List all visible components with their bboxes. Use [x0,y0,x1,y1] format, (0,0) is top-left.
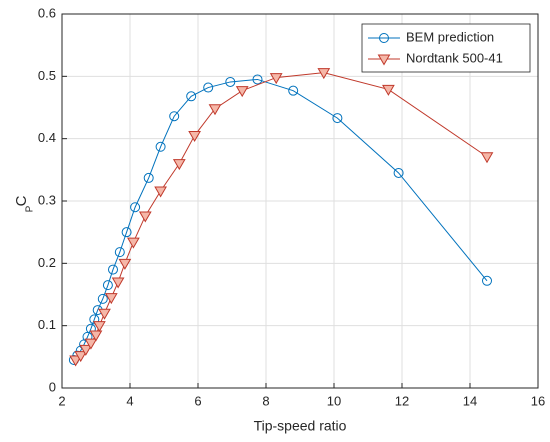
data-point [169,111,180,122]
data-point [97,293,108,304]
y-tick-label: 0.1 [38,317,56,332]
data-point [111,277,125,289]
x-tick-label: 4 [126,393,133,408]
data-point [121,227,132,238]
data-point [188,131,201,143]
data-point [235,86,249,98]
data-point [332,113,343,124]
data-point [317,68,331,80]
x-axis-label: Tip-speed ratio [254,418,347,434]
y-tick-label: 0.3 [38,192,56,207]
data-point [138,211,152,223]
y-label-main: C [13,195,30,206]
data-point [84,338,98,350]
data-point [130,202,141,213]
data-point [172,159,186,171]
data-point [79,344,93,356]
data-point [114,247,125,258]
data-point [288,85,299,96]
y-axis-label: C P [13,195,36,212]
data-point [69,355,82,367]
series-line [73,78,488,361]
data-point [102,280,113,291]
legend-label: Nordtank 500-41 [406,50,503,65]
x-tick-label: 14 [463,393,477,408]
data-point [89,330,103,342]
y-label-sub: P [25,205,36,212]
data-point [108,264,118,275]
data-point [155,141,166,152]
data-point [89,314,100,325]
x-tick-label: 2 [58,393,65,408]
data-point [480,152,494,164]
data-point [143,172,154,183]
data-point [98,308,111,320]
y-tick-label: 0.2 [38,255,56,270]
data-point [225,76,236,87]
data-point [382,84,395,96]
plot-frame [61,13,539,389]
y-tick-label: 0 [49,379,56,394]
data-point [104,293,118,305]
x-tick-label: 8 [262,393,269,408]
y-tick-label: 0.4 [38,130,56,145]
data-point [85,323,96,334]
y-tick-label: 0.6 [38,5,56,20]
data-point [74,351,88,363]
data-point [252,74,263,85]
data-point [118,258,132,270]
data-point [203,82,214,93]
legend: BEM prediction Nordtank 500-41 [361,23,531,73]
x-tick-label: 16 [531,393,545,408]
x-tick-label: 6 [194,393,201,408]
legend-marker [379,33,389,43]
y-tick-label: 0.5 [38,68,56,83]
data-point [208,104,222,116]
data-point [127,237,140,249]
x-tick-label: 12 [395,393,409,408]
x-tick-label: 10 [327,393,341,408]
data-point [269,73,283,85]
data-point [154,186,167,198]
data-point [393,167,404,178]
data-point [93,321,106,333]
data-point [186,91,197,102]
legend-marker [377,54,391,66]
data-point [482,275,492,286]
legend-box [361,23,531,73]
legend-label: BEM prediction [406,29,494,44]
